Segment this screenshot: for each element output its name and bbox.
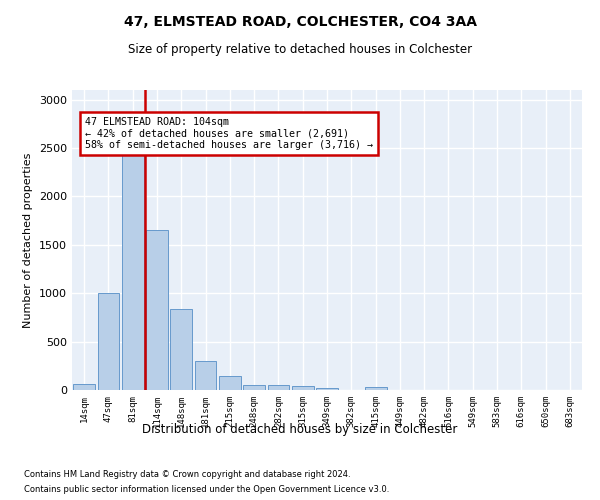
Text: Contains HM Land Registry data © Crown copyright and database right 2024.: Contains HM Land Registry data © Crown c… — [24, 470, 350, 479]
Bar — [219, 376, 241, 390]
Bar — [316, 388, 338, 390]
Bar — [194, 361, 217, 390]
Bar — [365, 387, 386, 390]
Bar — [243, 384, 265, 390]
Bar — [170, 308, 192, 390]
Text: 47 ELMSTEAD ROAD: 104sqm
← 42% of detached houses are smaller (2,691)
58% of sem: 47 ELMSTEAD ROAD: 104sqm ← 42% of detach… — [85, 117, 373, 150]
Bar — [292, 386, 314, 390]
Y-axis label: Number of detached properties: Number of detached properties — [23, 152, 34, 328]
Text: Size of property relative to detached houses in Colchester: Size of property relative to detached ho… — [128, 42, 472, 56]
Text: Contains public sector information licensed under the Open Government Licence v3: Contains public sector information licen… — [24, 485, 389, 494]
Bar — [73, 384, 95, 390]
Bar — [268, 384, 289, 390]
Bar — [97, 293, 119, 390]
Text: 47, ELMSTEAD ROAD, COLCHESTER, CO4 3AA: 47, ELMSTEAD ROAD, COLCHESTER, CO4 3AA — [124, 15, 476, 29]
Text: Distribution of detached houses by size in Colchester: Distribution of detached houses by size … — [142, 422, 458, 436]
Bar — [122, 152, 143, 390]
Bar — [146, 230, 168, 390]
